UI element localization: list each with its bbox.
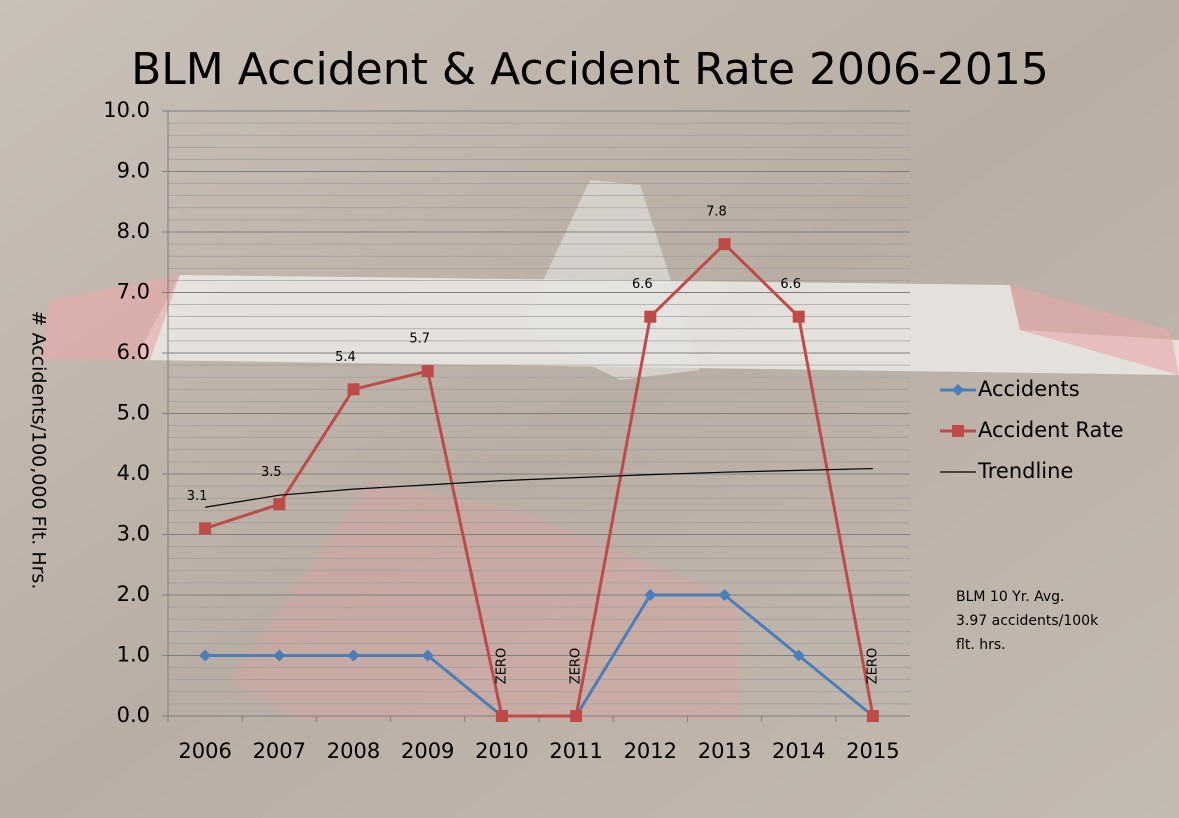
- annotation: 3.97 accidents/100k: [956, 613, 1099, 629]
- y-tick-label: 2.0: [117, 582, 150, 606]
- legend-marker: [952, 425, 964, 437]
- marker: [273, 498, 285, 510]
- x-tick-label: 2008: [327, 739, 380, 763]
- marker: [867, 710, 879, 722]
- chart-title: BLM Accident & Accident Rate 2006-2015: [131, 44, 1049, 95]
- x-tick-label: 2009: [401, 739, 454, 763]
- y-tick-label: 8.0: [117, 219, 150, 243]
- marker: [199, 522, 211, 534]
- marker: [422, 365, 434, 377]
- data-label: ZERO: [865, 648, 880, 684]
- x-tick-label: 2012: [624, 739, 677, 763]
- y-axis-title: # Accidents/100,000 Flt. Hrs.: [28, 311, 50, 590]
- x-tick-label: 2006: [178, 739, 231, 763]
- x-tick-label: 2010: [475, 739, 528, 763]
- marker: [348, 383, 360, 395]
- y-tick-label: 1.0: [117, 643, 150, 667]
- x-tick-label: 2007: [253, 739, 306, 763]
- data-label: ZERO: [494, 648, 509, 684]
- data-label: 3.1: [187, 489, 208, 504]
- marker: [644, 311, 656, 323]
- chart: BLM Accident & Accident Rate 2006-2015 #…: [0, 0, 1179, 818]
- y-tick-label: 9.0: [117, 159, 150, 183]
- data-label: ZERO: [569, 648, 584, 684]
- y-tick-label: 10.0: [103, 98, 150, 122]
- y-tick-label: 7.0: [117, 280, 150, 304]
- marker: [793, 311, 805, 323]
- annotation: flt. hrs.: [956, 637, 1006, 653]
- y-tick-label: 3.0: [117, 522, 150, 546]
- x-tick-label: 2011: [549, 739, 602, 763]
- legend-label: Trendline: [977, 459, 1073, 483]
- marker: [719, 238, 731, 250]
- legend-label: Accidents: [978, 377, 1080, 401]
- x-tick-label: 2015: [846, 739, 899, 763]
- data-label: 5.7: [409, 332, 430, 347]
- legend-label: Accident Rate: [978, 418, 1124, 442]
- y-tick-label: 4.0: [117, 461, 150, 485]
- marker: [570, 710, 582, 722]
- data-label: 6.6: [632, 277, 653, 292]
- data-label: 5.4: [335, 350, 356, 365]
- x-tick-label: 2014: [772, 739, 825, 763]
- y-tick-label: 0.0: [117, 703, 150, 727]
- data-label: 3.5: [261, 465, 282, 480]
- y-tick-label: 6.0: [117, 340, 150, 364]
- data-label: 6.6: [780, 277, 801, 292]
- annotation: BLM 10 Yr. Avg.: [956, 589, 1065, 605]
- data-label: 7.8: [706, 205, 727, 220]
- y-tick-label: 5.0: [117, 401, 150, 425]
- x-tick-label: 2013: [698, 739, 751, 763]
- marker: [496, 710, 508, 722]
